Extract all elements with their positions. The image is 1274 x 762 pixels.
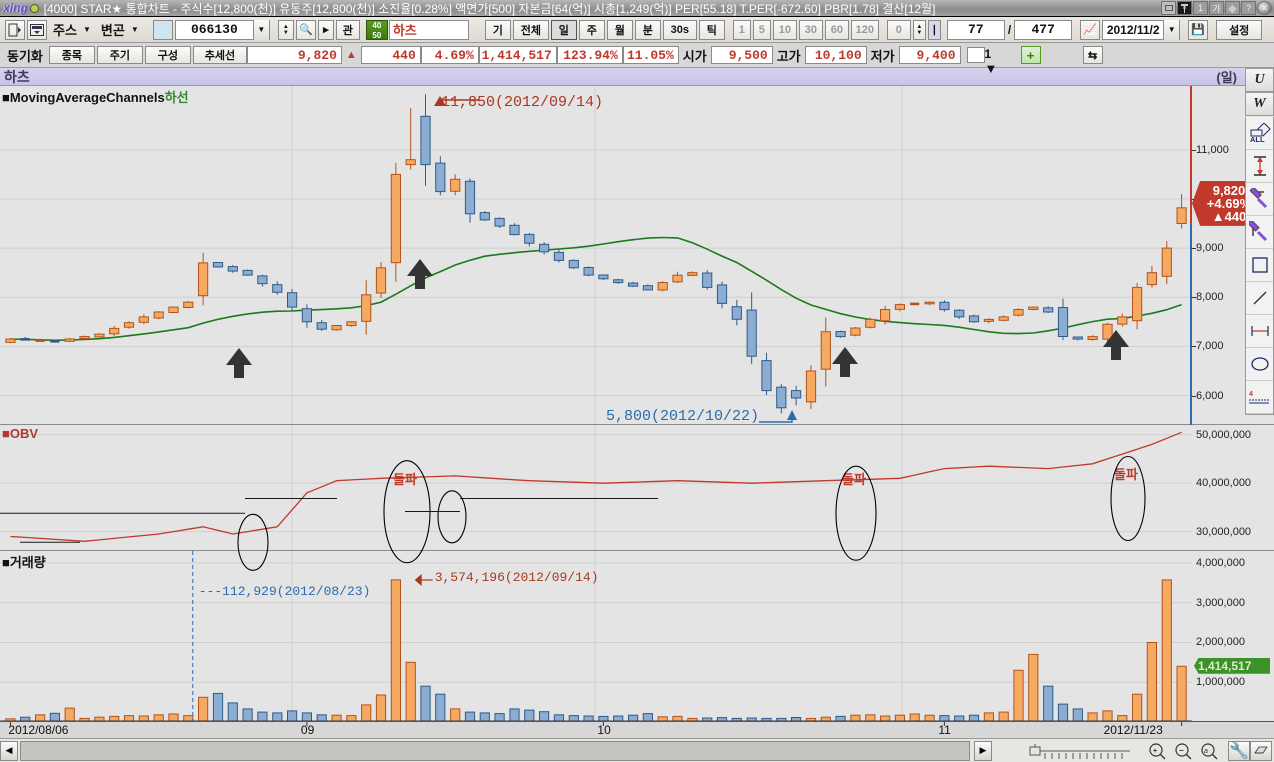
svg-text:4: 4 [1249,391,1253,398]
svg-text:ALL: ALL [1250,135,1265,143]
svg-text:−: − [1179,746,1184,755]
svg-text:+: + [1153,748,1157,755]
svg-text:a: a [1204,748,1208,755]
